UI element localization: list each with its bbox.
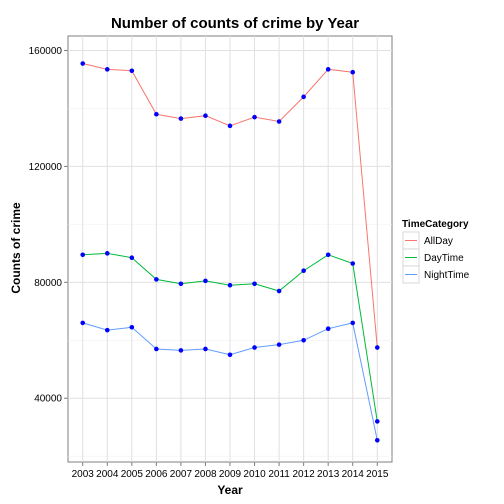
legend-label-daytime: DayTime (424, 253, 464, 264)
data-point-daytime (80, 252, 86, 258)
data-point-daytime (325, 252, 331, 258)
x-tick-label: 2006 (145, 469, 168, 480)
data-point-nighttime (154, 346, 159, 352)
x-tick-label: 2010 (243, 469, 266, 480)
data-point-nighttime (227, 352, 233, 358)
data-point-nighttime (203, 346, 208, 352)
data-point-allday (104, 67, 110, 72)
legend-label-allday: AllDay (424, 236, 453, 247)
x-tick-label: 2011 (268, 469, 290, 480)
data-point-nighttime (129, 324, 135, 330)
data-point-daytime (301, 268, 306, 274)
data-point-allday (350, 69, 356, 75)
x-tick-label: 2015 (366, 469, 389, 480)
data-point-daytime (154, 277, 159, 282)
y-tick-label: 80000 (34, 278, 62, 289)
chart-title: Number of counts of crime by Year (111, 15, 359, 32)
y-tick-label: 160000 (29, 46, 63, 57)
data-point-allday (227, 123, 233, 129)
data-point-allday (252, 114, 257, 120)
data-point-daytime (252, 281, 257, 287)
data-point-nighttime (350, 320, 356, 326)
x-tick-label: 2012 (293, 469, 316, 480)
x-tick-label: 2004 (96, 469, 119, 480)
x-tick-label: 2003 (72, 469, 95, 480)
data-point-nighttime (276, 342, 282, 347)
data-point-allday (301, 94, 306, 100)
data-point-daytime (178, 281, 184, 287)
data-point-allday (276, 119, 282, 124)
data-point-nighttime (80, 320, 86, 326)
data-point-allday (80, 61, 86, 66)
data-point-allday (154, 111, 159, 117)
y-axis-label: Counts of crime (9, 202, 23, 294)
data-point-nighttime (374, 437, 380, 443)
data-point-allday (129, 68, 135, 74)
legend: TimeCategory AllDay DayTime NightTime (402, 219, 470, 284)
x-tick-label: 2013 (317, 469, 340, 480)
data-point-daytime (203, 278, 208, 284)
y-tick-label: 120000 (29, 162, 63, 173)
data-point-nighttime (178, 348, 184, 353)
data-point-daytime (374, 419, 380, 424)
x-axis-label: Year (217, 483, 243, 497)
y-tick-label: 40000 (34, 394, 62, 405)
data-point-allday (374, 345, 380, 350)
x-tick-label: 2009 (219, 469, 242, 480)
data-point-nighttime (301, 337, 306, 343)
data-point-allday (325, 67, 331, 72)
data-point-nighttime (252, 345, 257, 350)
data-point-daytime (104, 251, 110, 256)
legend-label-nighttime: NightTime (424, 270, 470, 281)
data-point-daytime (129, 255, 135, 260)
data-point-daytime (276, 288, 282, 294)
data-point-allday (178, 116, 184, 121)
data-point-nighttime (104, 327, 110, 333)
data-point-nighttime (325, 326, 331, 331)
x-tick-label: 2014 (342, 469, 365, 480)
legend-title: TimeCategory (402, 219, 469, 230)
x-tick-label: 2007 (170, 469, 193, 480)
x-tick-label: 2008 (194, 469, 217, 480)
data-point-daytime (350, 261, 356, 266)
data-point-daytime (227, 282, 233, 288)
data-point-allday (203, 113, 208, 118)
x-tick-label: 2005 (121, 469, 144, 480)
